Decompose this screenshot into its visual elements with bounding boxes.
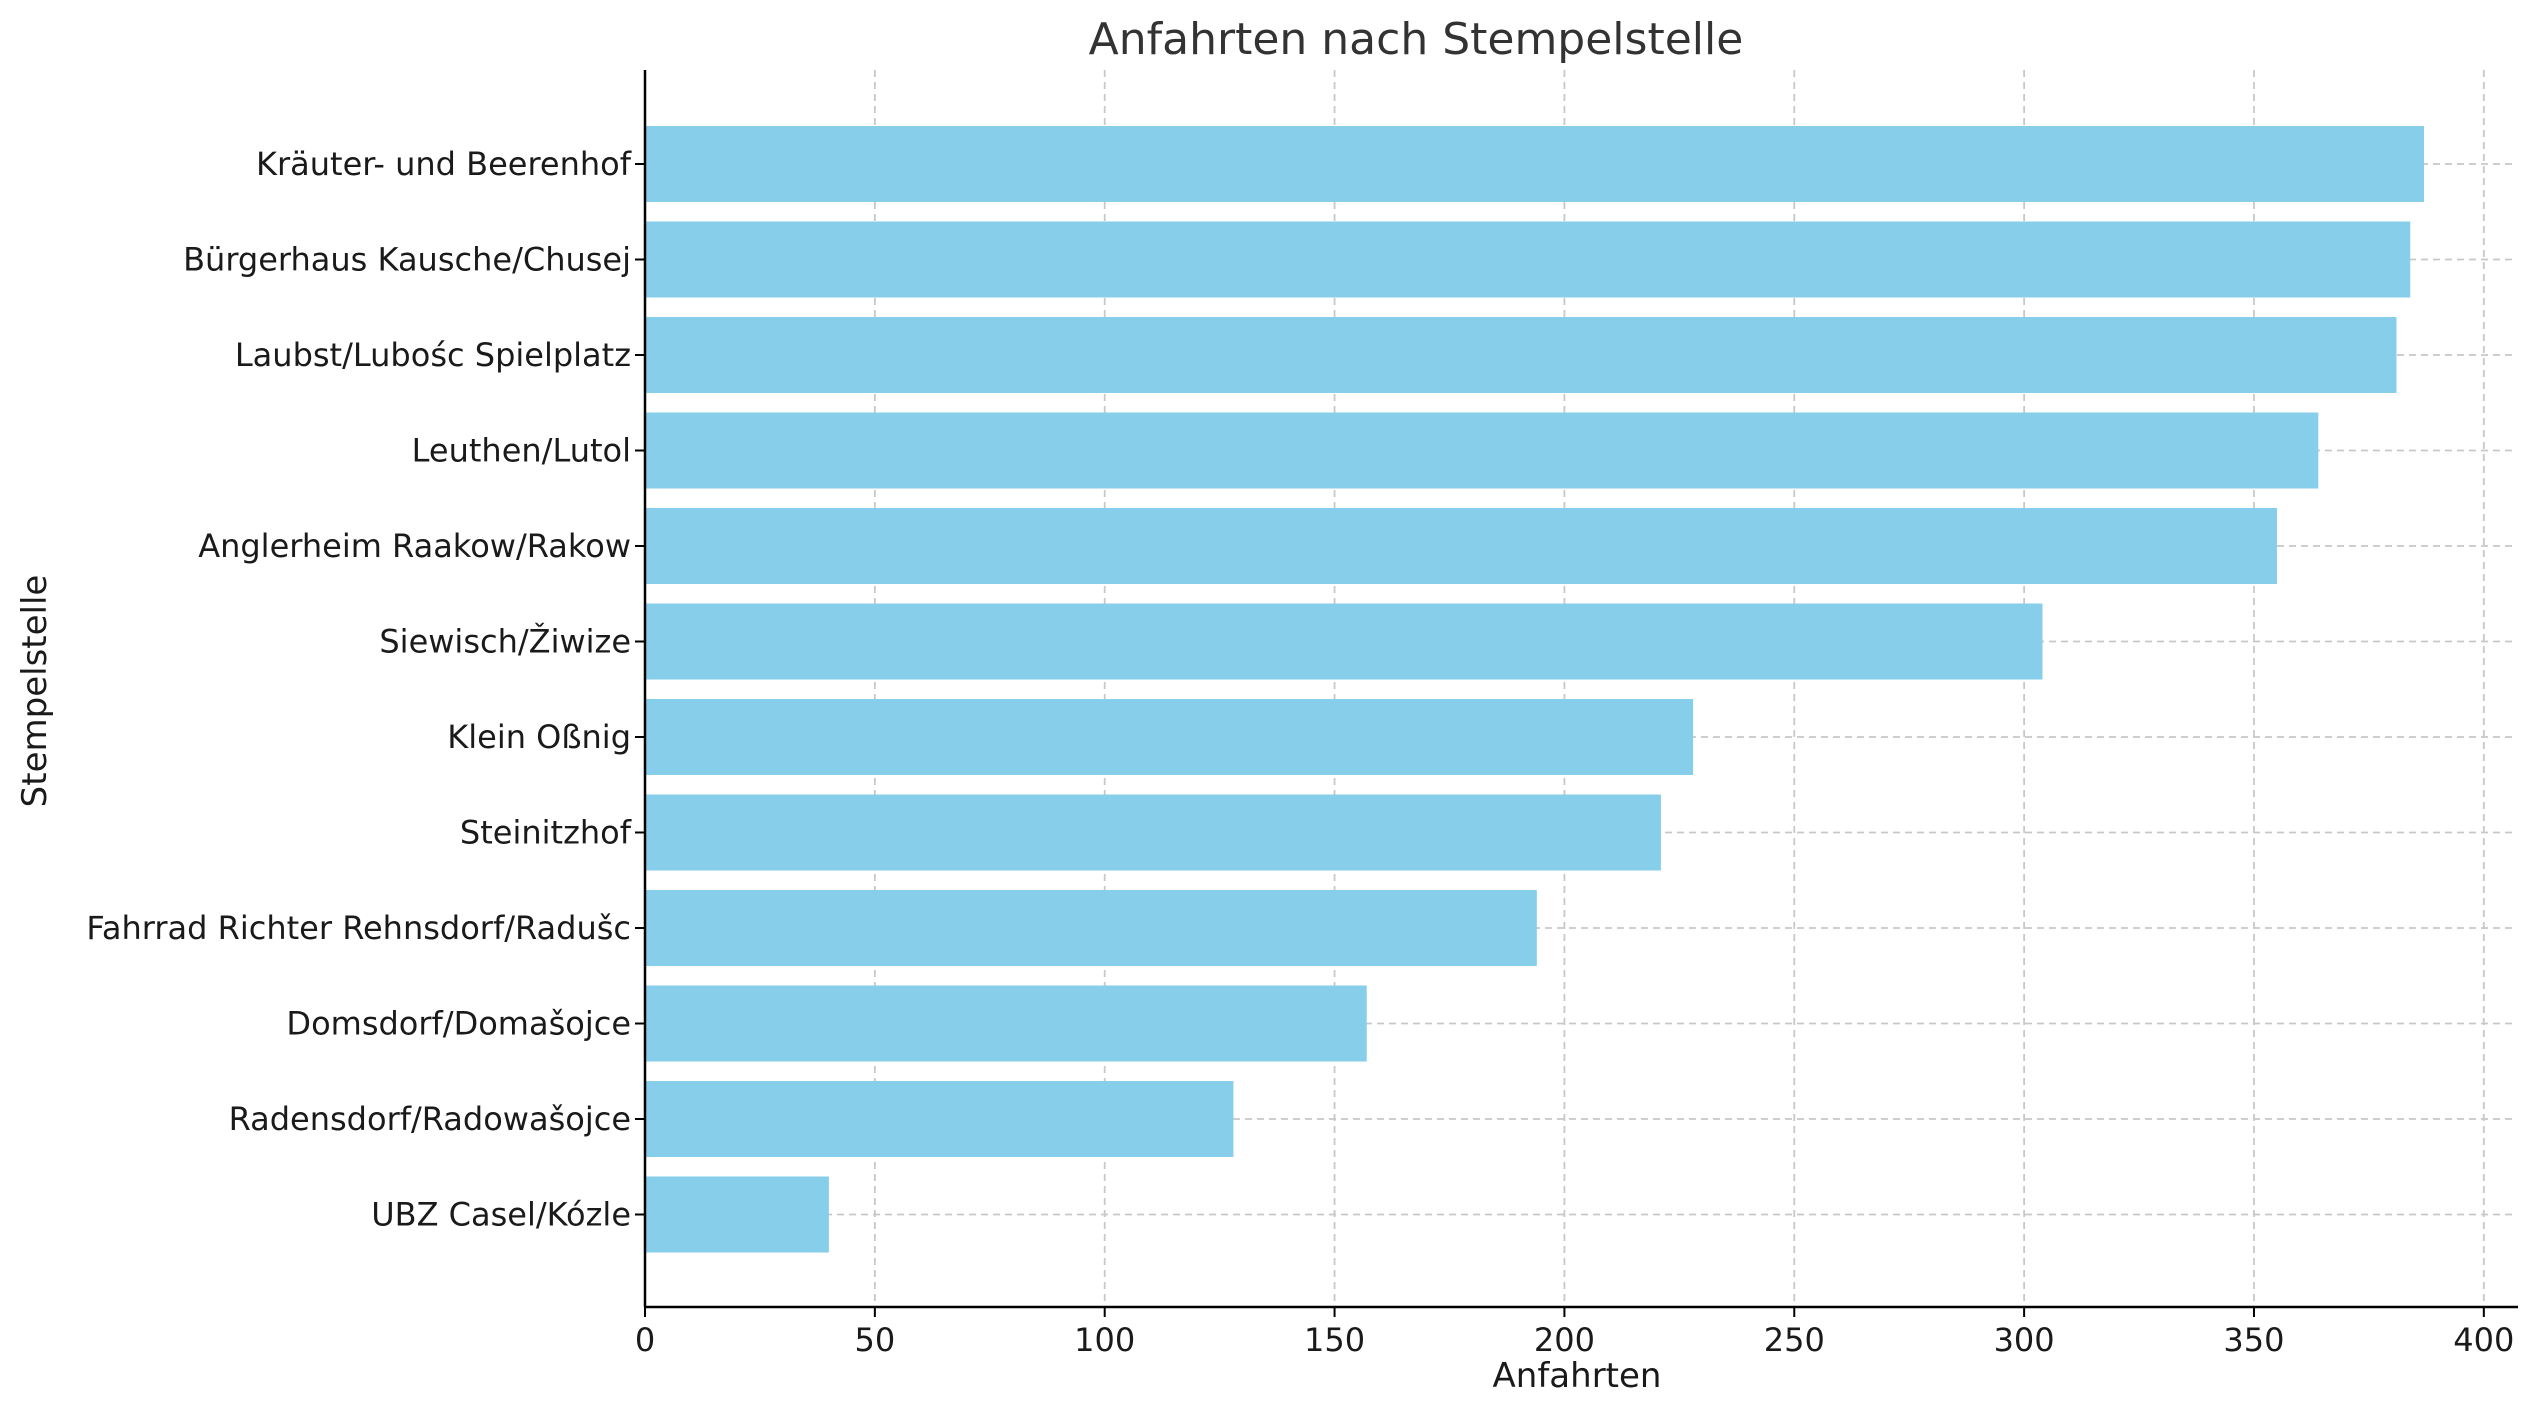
x-tick-label: 150 [1304, 1321, 1365, 1359]
bar [645, 890, 1537, 966]
x-tick-label: 300 [1994, 1321, 2055, 1359]
x-tick-label: 250 [1764, 1321, 1825, 1359]
y-tick-label: Domsdorf/Domašojce [286, 1005, 631, 1043]
axes [643, 70, 2518, 1309]
x-tick-label: 100 [1074, 1321, 1135, 1359]
y-tick-labels: Kräuter- und Beerenhof Bürgerhaus Kausche… [86, 145, 645, 1234]
bar [645, 317, 2397, 393]
bar [645, 603, 2043, 680]
x-tick-label: 350 [2223, 1321, 2284, 1359]
y-tick-label: Laubst/Lubośc Spielplatz [235, 336, 631, 374]
x-tick-label: 50 [854, 1321, 895, 1359]
y-tick-label: Anglerheim Raakow/Rakow [198, 527, 631, 565]
x-tick-labels: 0 50 100 150 200 250 300 350 400 [635, 1307, 2514, 1359]
y-tick-label: Fahrrad Richter Rehnsdorf/Radušc [86, 909, 631, 947]
bar [645, 985, 1367, 1062]
bar [645, 126, 2425, 202]
y-tick-label: Bürgerhaus Kausche/Chusej [183, 241, 631, 279]
bar [645, 221, 2411, 298]
bar [645, 1081, 1234, 1157]
y-axis-title: Stempelstelle [15, 575, 55, 808]
y-tick-label: Klein Oßnig [447, 718, 631, 756]
bar [645, 699, 1694, 775]
y-tick-label: Kräuter- und Beerenhof [256, 145, 632, 183]
bar [645, 1176, 829, 1253]
y-tick-label: Radensdorf/Radowašojce [229, 1100, 631, 1138]
bars [645, 126, 2425, 1253]
y-tick-label: UBZ Casel/Kózle [371, 1196, 631, 1234]
y-tick-label: Leuthen/Lutol [412, 432, 631, 470]
y-tick-label: Siewisch/Žiwize [379, 623, 631, 661]
x-axis-title: Anfahrten [1493, 1356, 1662, 1396]
bar [645, 412, 2319, 489]
bar [645, 508, 2277, 584]
x-tick-label: 400 [2453, 1321, 2514, 1359]
y-tick-label: Steinitzhof [460, 814, 632, 852]
x-tick-label: 0 [635, 1321, 655, 1359]
chart-title: Anfahrten nach Stempelstelle [1089, 14, 1744, 65]
x-tick-label: 200 [1534, 1321, 1595, 1359]
bar [645, 794, 1661, 871]
